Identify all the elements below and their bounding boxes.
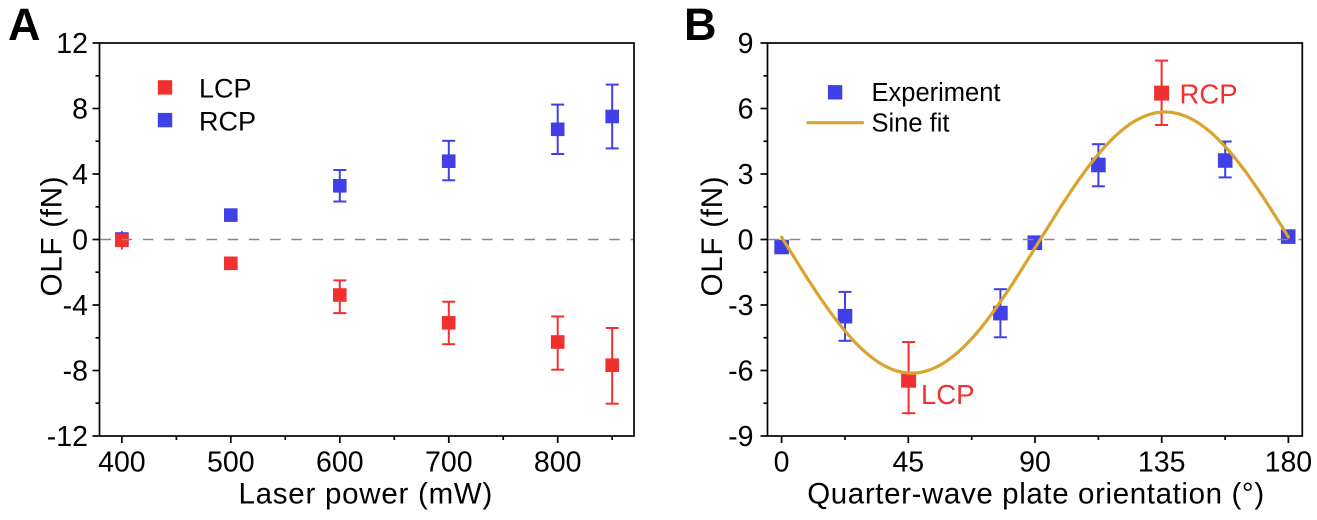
svg-text:45: 45 — [892, 446, 924, 478]
svg-text:0: 0 — [774, 446, 790, 478]
svg-text:OLF (fN): OLF (fN) — [696, 176, 729, 297]
svg-text:90: 90 — [1019, 446, 1051, 478]
svg-text:0: 0 — [72, 225, 88, 257]
svg-text:3: 3 — [738, 159, 754, 191]
svg-text:Sine fit: Sine fit — [872, 109, 950, 137]
svg-text:-3: -3 — [728, 290, 753, 322]
svg-text:RCP: RCP — [199, 106, 256, 136]
svg-text:12: 12 — [56, 28, 88, 60]
svg-text:-8: -8 — [63, 356, 88, 388]
svg-text:4: 4 — [72, 159, 88, 191]
svg-text:8: 8 — [72, 94, 88, 126]
svg-text:180: 180 — [1265, 446, 1313, 478]
svg-text:-9: -9 — [728, 421, 753, 453]
svg-text:LCP: LCP — [921, 379, 975, 410]
svg-text:400: 400 — [98, 446, 146, 478]
svg-text:Experiment: Experiment — [872, 79, 1001, 107]
svg-text:135: 135 — [1138, 446, 1186, 478]
svg-text:B: B — [684, 0, 717, 50]
svg-text:-6: -6 — [728, 356, 753, 388]
svg-text:500: 500 — [207, 446, 255, 478]
svg-text:0: 0 — [738, 225, 754, 257]
svg-text:OLF (fN): OLF (fN) — [36, 176, 69, 297]
svg-text:6: 6 — [738, 94, 754, 126]
svg-text:800: 800 — [534, 446, 582, 478]
svg-text:600: 600 — [316, 446, 364, 478]
svg-text:A: A — [8, 0, 41, 50]
svg-text:9: 9 — [738, 28, 754, 60]
svg-text:-4: -4 — [63, 290, 88, 322]
svg-text:700: 700 — [425, 446, 473, 478]
svg-text:-12: -12 — [47, 421, 88, 453]
svg-text:Quarter-wave plate orientation: Quarter-wave plate orientation (°) — [807, 478, 1265, 511]
svg-text:Laser power (mW): Laser power (mW) — [238, 478, 493, 511]
svg-text:LCP: LCP — [199, 74, 252, 104]
svg-text:RCP: RCP — [1180, 78, 1238, 109]
